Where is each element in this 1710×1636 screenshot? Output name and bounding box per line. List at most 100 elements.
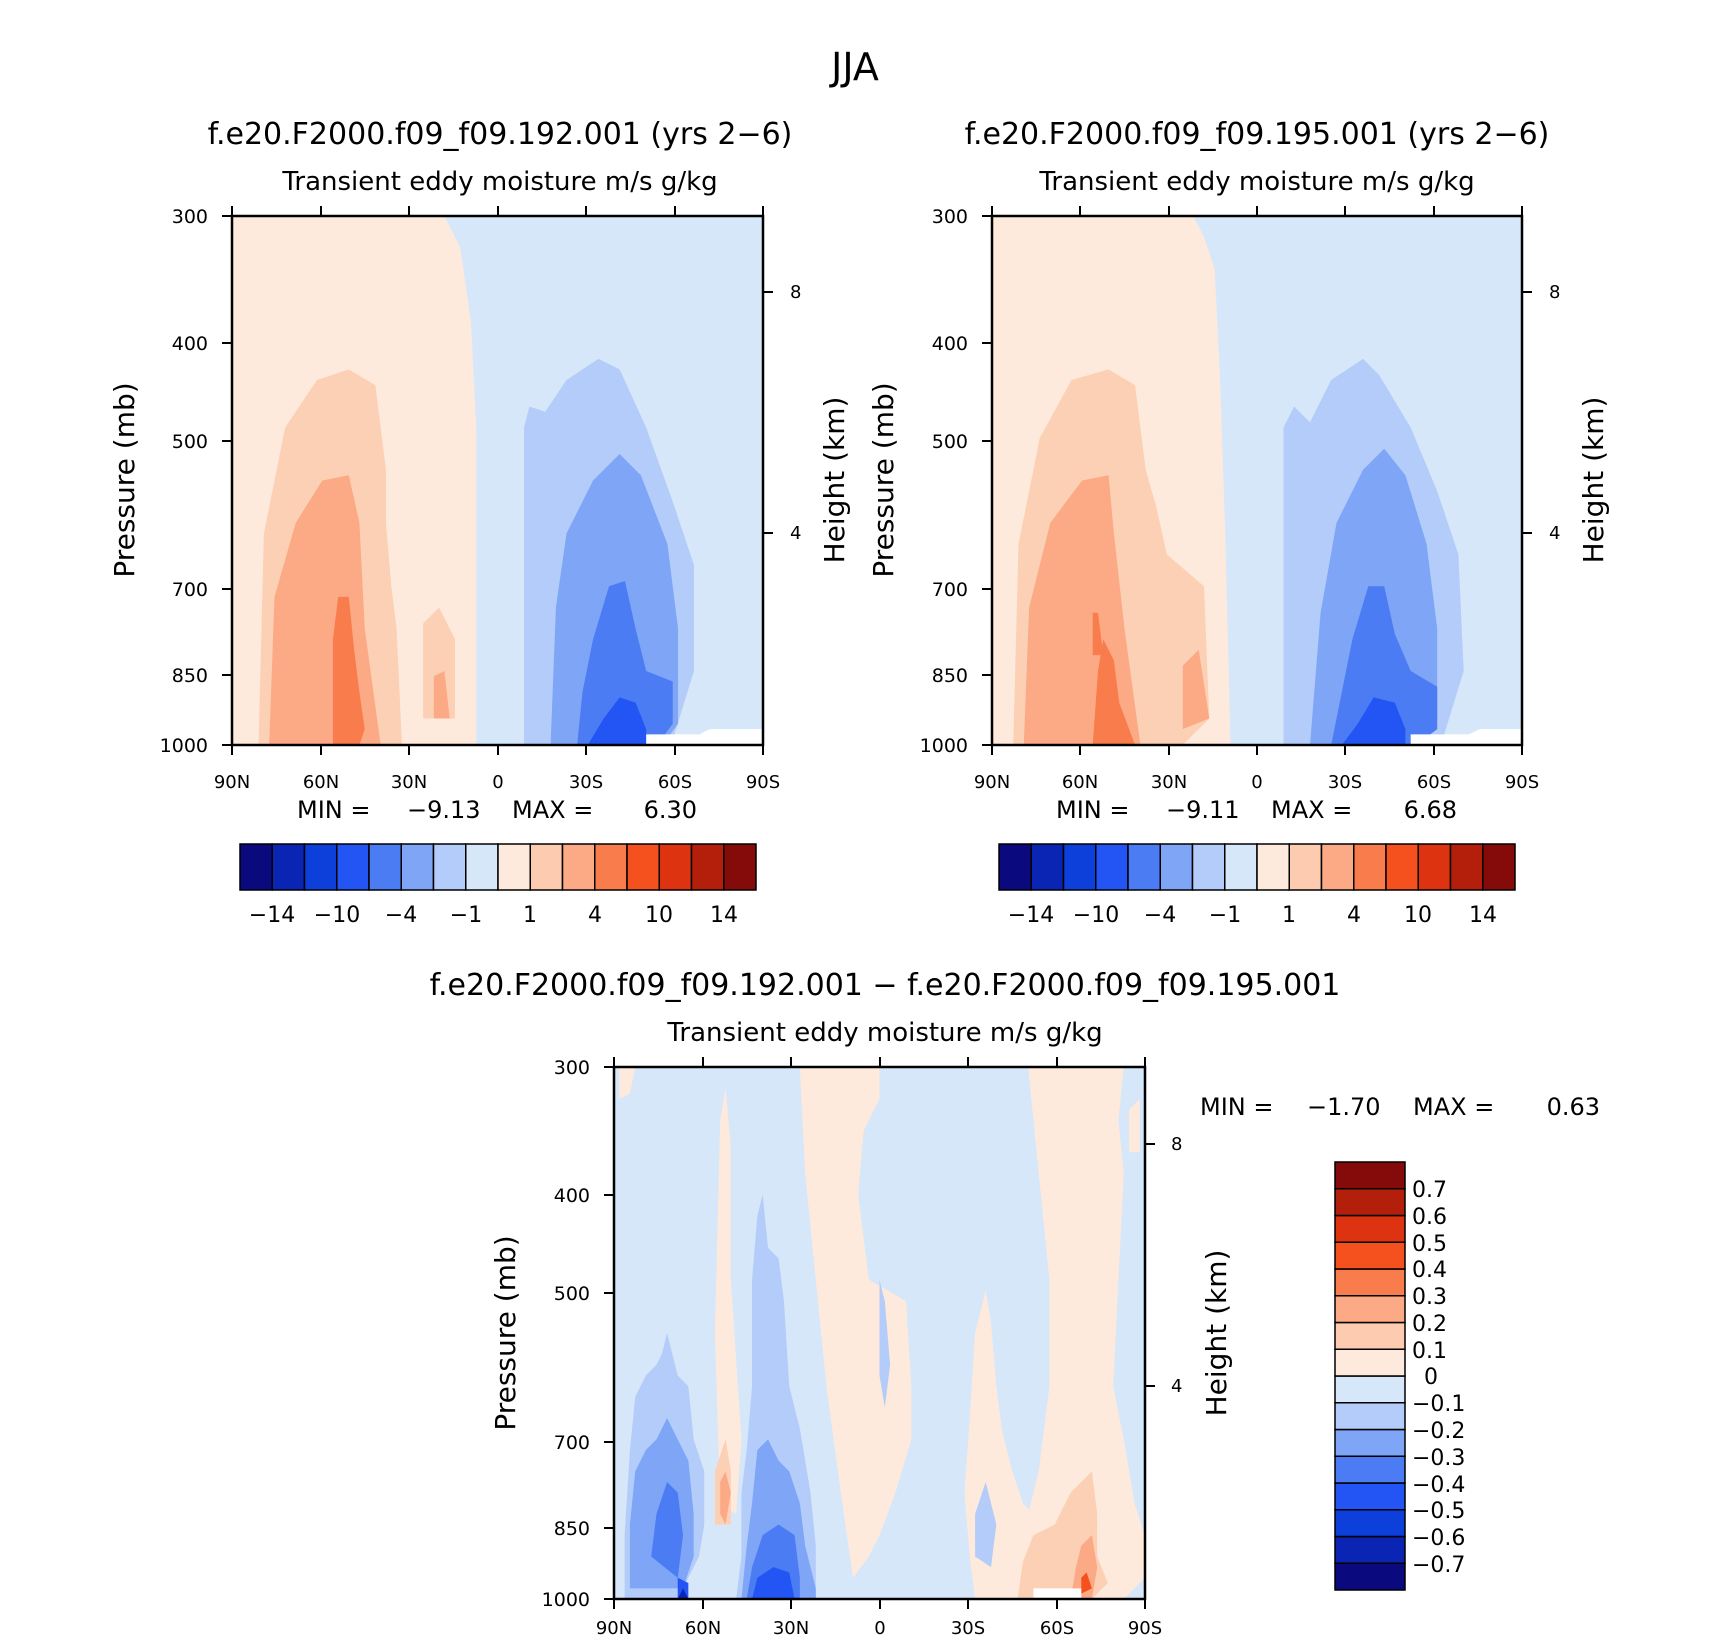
y-tick-label: 700 [172, 579, 208, 601]
y-tick-label: 1000 [920, 735, 968, 757]
contour-pos-k [1081, 1572, 1092, 1594]
colorbar-label: −10 [1073, 903, 1119, 928]
panel-2-y2-tick-labels: 8 4 [1549, 282, 1560, 544]
colorbar-swatch [690, 843, 725, 891]
colorbar-label: 10 [1404, 903, 1432, 928]
panel-3-colorbar-labels: 0.7 0.6 0.5 0.4 0.3 0.2 0.1 0 −0.1 −0.2 … [1412, 1178, 1465, 1578]
colorbar-swatch [1334, 1535, 1406, 1564]
panel-1-axis-ticks [222, 206, 773, 755]
contour-pos-b [714, 1088, 742, 1514]
panel-2: f.e20.F2000.f09_f09.195.001 (yrs 2−6) Tr… [867, 117, 1610, 928]
panel-1-y2label: Height (km) [818, 397, 851, 564]
colorbar-swatch [1417, 843, 1452, 891]
min-label: MIN = [1200, 1093, 1273, 1121]
contour-neg-3 [1331, 586, 1438, 745]
min-value: −1.70 [1307, 1093, 1381, 1121]
colorbar-swatch [1334, 1214, 1406, 1243]
colorbar-swatch [239, 843, 273, 891]
x-tick-label: 90N [214, 772, 250, 793]
contour-pos-2b [423, 607, 456, 719]
y-tick-label: 850 [932, 665, 968, 687]
panel-1-subtitle: Transient eddy moisture m/s g/kg [281, 167, 717, 197]
colorbar-label: −0.5 [1412, 1499, 1465, 1524]
panel-1-colorbar-labels: −14 −10 −4 −1 1 4 10 14 [249, 903, 738, 928]
x-tick-label: 30N [391, 772, 427, 793]
colorbar-swatch [368, 843, 402, 891]
colorbar-label: 0.1 [1412, 1339, 1447, 1364]
contour-pos-4 [332, 596, 365, 745]
colorbar-label: −0.1 [1412, 1392, 1465, 1417]
colorbar-swatch [1256, 843, 1290, 891]
colorbar-swatch [1159, 843, 1194, 891]
colorbar-swatch [465, 843, 499, 891]
colorbar-swatch [658, 843, 693, 891]
colorbar-label: 1 [1282, 903, 1296, 928]
panel-3-y2label: Height (km) [1200, 1250, 1233, 1417]
contour-pos-i [720, 1471, 731, 1525]
colorbar-swatch [1334, 1161, 1406, 1190]
x-tick-label: 90N [974, 772, 1010, 793]
x-tick-label: 30S [951, 1618, 985, 1636]
y-tick-label: 850 [554, 1518, 590, 1540]
colorbar-swatch [1334, 1509, 1406, 1538]
panel-3-y-tick-labels: 300 400 500 700 850 1000 [542, 1057, 590, 1611]
colorbar-label: 10 [645, 903, 673, 928]
x-tick-label: 30N [1151, 772, 1187, 793]
contour-neg-11 [677, 1588, 689, 1599]
contour-neg-4 [587, 697, 647, 745]
missing-data-patch [1410, 729, 1522, 745]
contour-neg-4 [975, 1481, 997, 1568]
panel-1-x-tick-labels: 90N 60N 30N 0 30S 60S 90S [214, 772, 780, 793]
colorbar-swatch [1334, 1482, 1406, 1511]
panel-3-axis-ticks [604, 1057, 1155, 1609]
colorbar-swatch [1334, 1562, 1406, 1591]
x-tick-label: 30N [773, 1618, 809, 1636]
max-value: 0.63 [1547, 1093, 1600, 1121]
panel-1-plot-area [232, 216, 763, 745]
colorbar-swatch [723, 843, 757, 891]
y-tick-label: 700 [554, 1432, 590, 1454]
colorbar-label: −4 [385, 903, 417, 928]
contour-neg-7 [651, 1481, 684, 1578]
x-tick-label: 60S [658, 772, 692, 793]
max-label: MAX = [1271, 796, 1352, 824]
colorbar-label: 0.2 [1412, 1312, 1447, 1337]
colorbar-label: 0.4 [1412, 1258, 1447, 1283]
panel-3: f.e20.F2000.f09_f09.192.001 − f.e20.F200… [430, 968, 1600, 1636]
contour-pos-c [799, 1067, 912, 1578]
colorbar-label: −0.7 [1412, 1553, 1465, 1578]
y2-tick-label: 4 [1549, 523, 1560, 544]
x-tick-label: 60N [1062, 772, 1098, 793]
x-tick-label: 0 [492, 772, 503, 793]
panel-3-title: f.e20.F2000.f09_f09.192.001 − f.e20.F200… [430, 968, 1341, 1003]
x-tick-label: 60S [1040, 1618, 1074, 1636]
panel-2-x-tick-labels: 90N 60N 30N 0 30S 60S 90S [974, 772, 1539, 793]
contour-neg-3 [879, 1279, 891, 1408]
min-value: −9.11 [1166, 796, 1240, 824]
panel-2-subtitle: Transient eddy moisture m/s g/kg [1038, 167, 1474, 197]
panel-2-axis-ticks [982, 206, 1532, 755]
colorbar-swatch [1030, 843, 1065, 891]
colorbar-swatch [1334, 1428, 1406, 1457]
contour-pos-f [1129, 1098, 1140, 1153]
y-tick-label: 300 [932, 206, 968, 228]
panel-2-y-tick-labels: 300 400 500 700 850 1000 [920, 206, 968, 757]
colorbar-swatch [1334, 1375, 1406, 1404]
y-tick-label: 500 [932, 431, 968, 453]
panel-1-y2-tick-labels: 8 4 [790, 282, 801, 544]
colorbar-swatch [1127, 843, 1161, 891]
colorbar-swatch [1095, 843, 1129, 891]
colorbar-label: −1 [1209, 903, 1241, 928]
colorbar-swatch [1449, 843, 1484, 891]
y2-tick-label: 8 [1549, 282, 1560, 303]
panel-3-ylabel: Pressure (mb) [489, 1235, 522, 1430]
y-tick-label: 700 [932, 579, 968, 601]
colorbar-label: −4 [1144, 903, 1176, 928]
panel-2-stats: MIN = −9.11 MAX = 6.68 [1056, 796, 1457, 824]
colorbar-swatch [1482, 843, 1516, 891]
contour-pos-3b [1182, 649, 1210, 730]
colorbar-label: 0.3 [1412, 1285, 1447, 1310]
colorbar-swatch [561, 843, 596, 891]
contour-neg-3 [577, 581, 673, 745]
panel-3-plot-area [614, 1067, 1145, 1599]
